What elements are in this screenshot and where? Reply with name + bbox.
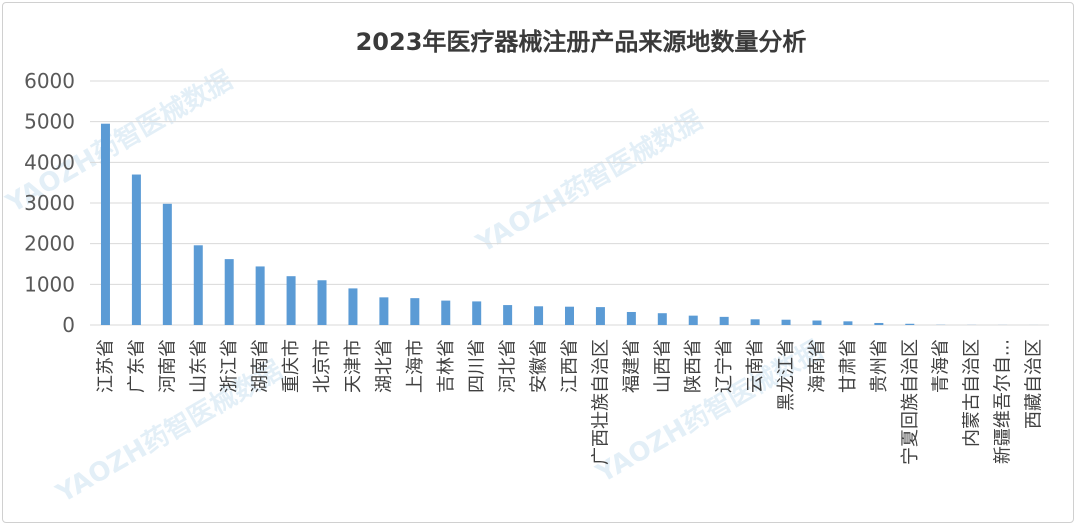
bar [719,316,729,325]
bar [750,319,760,325]
gridlines [90,80,1049,326]
y-tick-label: 2000 [24,232,75,256]
x-tick-label: 内蒙古自治区 [962,339,983,447]
bar [131,174,141,325]
bar [626,311,636,325]
bar [534,306,544,325]
bar-series [100,123,1039,325]
x-tick-label: 黑龙江省 [776,339,797,411]
bar [162,203,172,325]
x-tick-label: 天津市 [343,339,364,393]
x-tick-label: 陕西省 [683,339,704,393]
bar [657,313,667,325]
bar [874,322,884,325]
x-tick-label: 辽宁省 [714,339,735,393]
x-tick-label: 北京市 [312,339,333,393]
x-tick-label: 甘肃省 [838,339,859,393]
x-tick-label: 江西省 [560,339,581,393]
x-tick-label: 江苏省 [95,339,116,393]
bar [565,306,574,325]
y-tick-label: 4000 [24,150,75,174]
y-tick-label: 0 [62,313,75,337]
chart-title: 2023年医疗器械注册产品来源地数量分析 [356,28,807,56]
watermark: YAOZH药智医械数据 [471,105,708,259]
bar [905,323,915,325]
bar [812,320,822,325]
y-tick-label: 6000 [24,69,75,93]
x-tick-label: 贵州省 [869,339,890,393]
bar [100,123,110,325]
x-tick-label: 河北省 [498,339,519,393]
x-tick-label: 广东省 [126,339,147,393]
bar [781,319,791,325]
bar [379,297,389,325]
bar [595,307,605,325]
bar [472,301,482,325]
x-tick-label: 山西省 [652,339,673,393]
y-axis-ticks: 0 1000 2000 3000 4000 5000 6000 [24,69,75,337]
bar [688,315,698,325]
bar [193,245,203,325]
x-tick-label: 云南省 [745,339,766,393]
x-tick-label: 安徽省 [529,339,550,393]
x-tick-label: 河南省 [157,339,178,393]
x-tick-label: 吉林省 [436,339,457,393]
x-tick-label: 青海省 [931,339,952,393]
x-tick-label: 浙江省 [219,339,240,393]
bar [441,300,451,325]
bar [224,259,234,325]
x-tick-label: 广西壮族自治区 [590,339,611,465]
x-tick-label: 福建省 [621,339,642,393]
x-tick-label: 宁夏回族自治区 [900,339,921,465]
x-tick-label: 重庆市 [281,339,302,393]
x-tick-label: 湖南省 [250,339,271,393]
x-tick-label: 四川省 [467,339,488,393]
bar [843,321,853,325]
x-tick-label: 海南省 [807,339,828,393]
x-tick-label: 上海市 [405,339,426,393]
x-tick-label: 湖北省 [374,339,395,393]
bar [286,276,296,325]
y-tick-label: 1000 [24,272,75,296]
x-tick-label: 山东省 [188,339,209,393]
bar [317,280,327,325]
bar [503,305,513,325]
x-axis-ticks: 江苏省 广东省 河南省 山东省 浙江省 湖南省 重庆市 北京市 天津市 湖北省 上海市 吉林省 四川省河… [95,339,1044,465]
x-tick-label: 西藏自治区 [1024,339,1045,429]
bar [255,266,265,325]
bar [348,288,358,325]
bar [410,298,420,325]
y-tick-label: 3000 [24,191,75,215]
y-tick-label: 5000 [24,110,75,134]
x-tick-label: 新疆维吾尔自... [993,339,1014,464]
